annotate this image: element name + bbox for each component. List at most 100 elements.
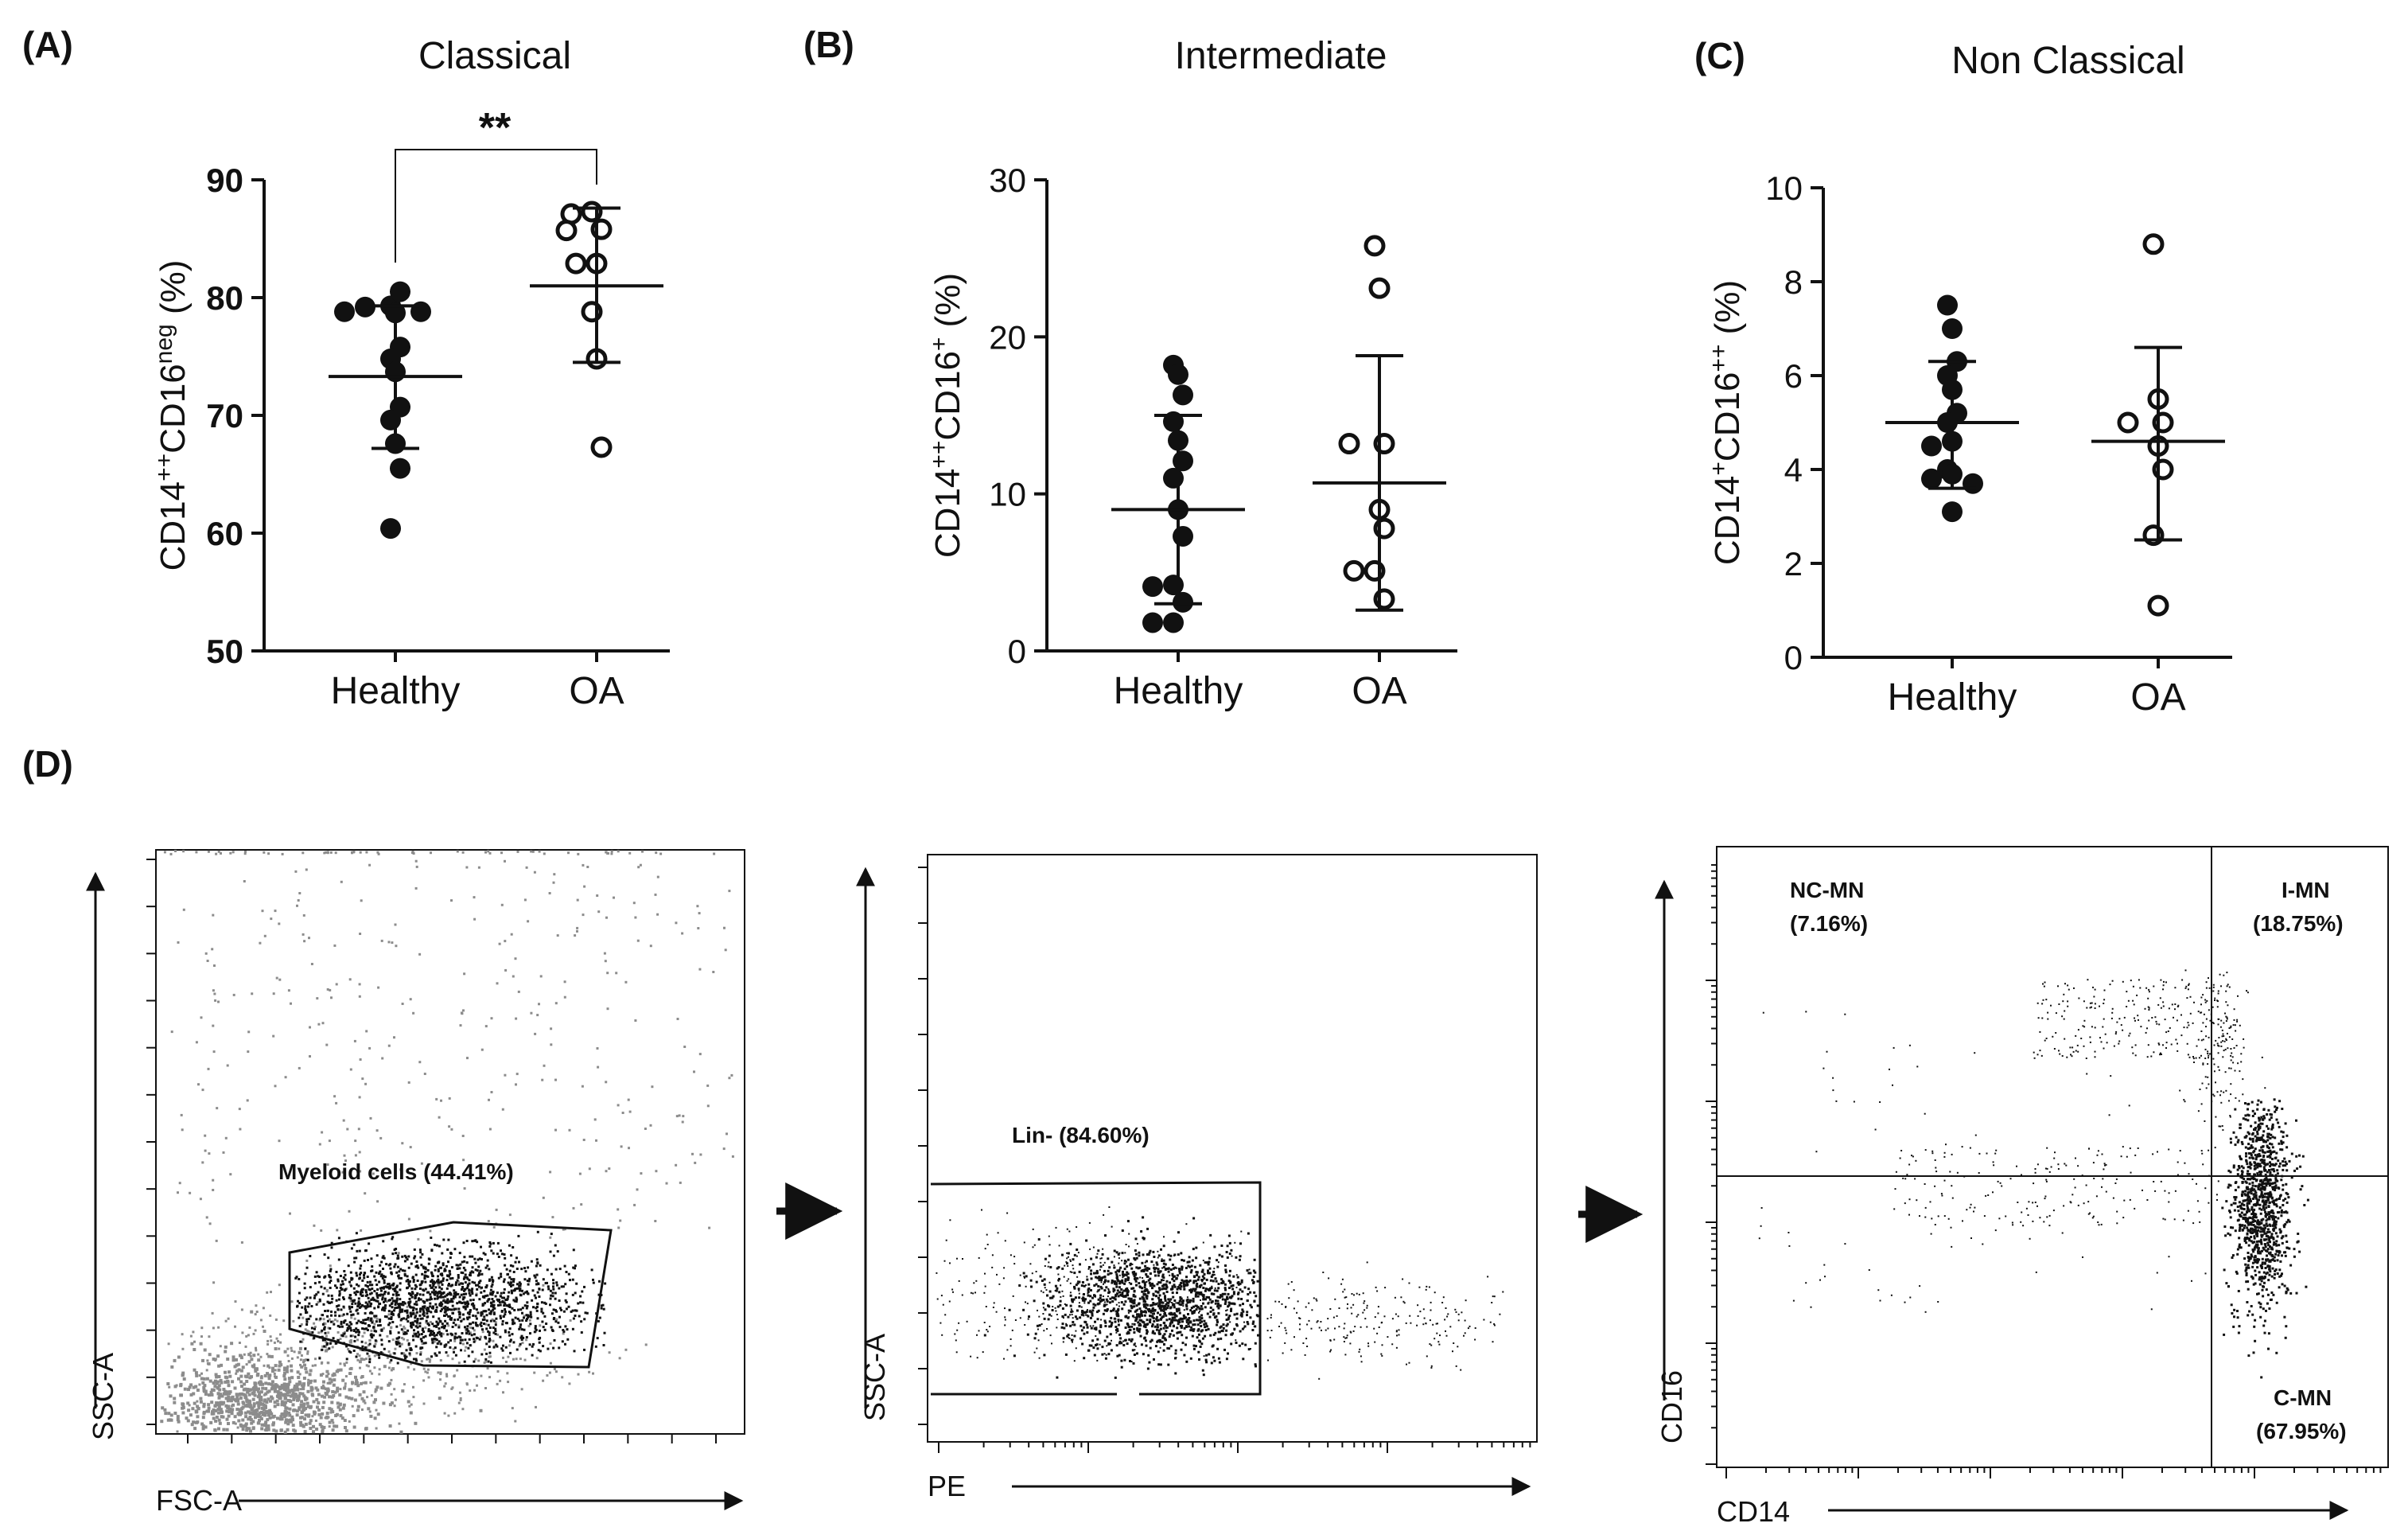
event-dot: [480, 1314, 483, 1317]
event-dot: [201, 1089, 204, 1092]
event-dot: [458, 1301, 461, 1304]
event-dot: [313, 1326, 317, 1328]
event-dot: [323, 1328, 326, 1331]
event-dot: [521, 1319, 524, 1322]
event-dot: [521, 1307, 524, 1310]
event-dot: [235, 1393, 239, 1397]
event-dot: [458, 1313, 461, 1316]
event-dot: [394, 1299, 396, 1303]
event-dot: [407, 1255, 410, 1258]
event-dot: [1198, 1358, 1200, 1361]
event-dot: [1165, 1314, 1168, 1317]
event-dot: [447, 1284, 450, 1287]
event-dot: [399, 1298, 402, 1301]
event-dot: [464, 1349, 466, 1352]
event-dot: [417, 1237, 420, 1241]
event-dot: [539, 1350, 542, 1353]
event-dot: [329, 988, 332, 991]
event-dot: [249, 1351, 252, 1354]
event-dot: [437, 1268, 440, 1271]
event-dot: [1109, 1301, 1111, 1304]
event-dot: [368, 1344, 370, 1347]
event-dot: [395, 1291, 399, 1294]
event-dot: [1153, 1308, 1157, 1311]
event-dot: [1089, 1295, 1092, 1298]
event-dot: [214, 1408, 218, 1412]
event-dot: [443, 1345, 446, 1348]
event-dot: [376, 1412, 380, 1416]
event-dot: [1252, 1320, 1255, 1323]
event-dot: [1138, 1282, 1141, 1285]
event-dot: [1188, 1260, 1191, 1264]
event-dot: [255, 1304, 258, 1307]
event-dot: [393, 1249, 396, 1251]
panel-letter-b: (B): [803, 24, 854, 65]
event-dot: [1225, 1313, 1228, 1316]
event-dot: [490, 1304, 493, 1307]
event-dot: [465, 1261, 469, 1264]
event-dot: [371, 1372, 374, 1375]
event-dot: [678, 1114, 681, 1117]
event-dot: [1146, 1330, 1149, 1333]
event-dot: [188, 1385, 192, 1389]
event-dot: [1116, 1269, 1119, 1272]
event-dot: [1107, 1273, 1110, 1276]
event-dot: [532, 1306, 535, 1309]
event-dot: [1216, 1338, 1220, 1341]
event-dot: [364, 1192, 367, 1195]
event-dot: [465, 1342, 469, 1345]
event-dot: [352, 1414, 356, 1418]
event-dot: [266, 1390, 270, 1394]
event-dot: [508, 1327, 512, 1330]
event-dot: [434, 1310, 438, 1313]
event-dot: [1081, 1312, 1084, 1315]
event-dot: [484, 1387, 487, 1389]
event-dot: [296, 904, 298, 907]
event-dot: [1182, 1281, 1185, 1284]
event-dot: [369, 1319, 372, 1322]
event-dot: [526, 1280, 529, 1282]
event-dot: [305, 1311, 307, 1315]
event-dot: [413, 1256, 416, 1260]
event-dot: [441, 1252, 444, 1255]
event-dot: [208, 1379, 212, 1383]
event-dot: [329, 1264, 332, 1268]
data-point-healthy: [1921, 435, 1942, 457]
event-dot: [325, 1412, 329, 1415]
event-dot: [1159, 1299, 1162, 1301]
event-dot: [294, 1276, 298, 1280]
event-dot: [1216, 1295, 1220, 1299]
event-dot: [1249, 1303, 1252, 1307]
event-dot: [318, 1276, 321, 1279]
event-dot: [601, 1303, 605, 1307]
event-dot: [496, 1252, 499, 1256]
event-dot: [295, 1385, 299, 1389]
event-dot: [339, 1368, 343, 1372]
event-dot: [519, 1283, 522, 1285]
event-dot: [952, 1291, 954, 1293]
event-dot: [1048, 1313, 1051, 1316]
event-dot: [1164, 1268, 1167, 1271]
event-dot: [346, 1312, 349, 1315]
event-dot: [251, 1391, 255, 1395]
event-dot: [309, 1386, 313, 1390]
event-dot: [488, 1098, 490, 1101]
event-dot: [306, 1350, 309, 1353]
event-dot: [326, 1387, 330, 1391]
event-dot: [618, 1357, 621, 1360]
event-dot: [305, 868, 308, 871]
event-dot: [512, 1321, 515, 1324]
event-dot: [200, 1377, 204, 1381]
event-dot: [396, 1254, 399, 1257]
event-dot: [1155, 1303, 1157, 1306]
event-dot: [213, 964, 216, 967]
event-dot: [352, 1425, 356, 1429]
event-dot: [1200, 1291, 1203, 1294]
event-dot: [480, 1048, 484, 1051]
event-dot: [379, 1136, 383, 1139]
event-dot: [448, 1125, 451, 1128]
event-dot: [216, 1392, 220, 1396]
event-dot: [415, 1303, 418, 1306]
event-dot: [1103, 1280, 1107, 1284]
